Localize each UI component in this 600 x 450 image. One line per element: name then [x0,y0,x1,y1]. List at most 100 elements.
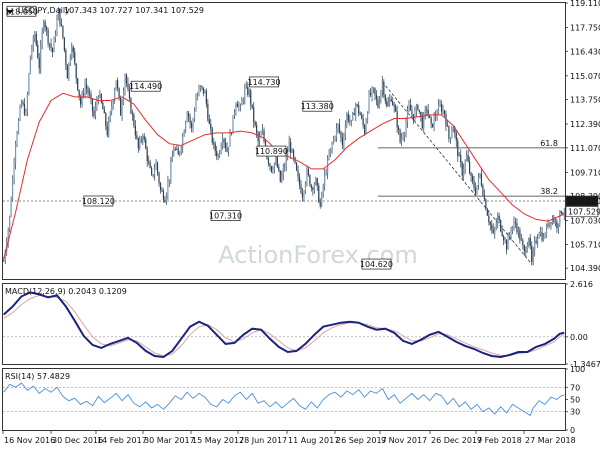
candle-body [473,180,475,189]
candle-body [167,181,169,195]
candle-body [303,191,305,198]
candle-body [201,85,203,88]
candle-body [50,43,52,49]
annotation-box [130,80,161,92]
trendline [382,81,533,265]
candle-body [253,107,255,122]
candle-body [142,136,144,140]
candle-body [433,116,435,127]
annotation-label: 107.310 [209,210,242,221]
candle-body [532,250,534,262]
candle-body [315,178,317,185]
price-panel-frame [2,2,566,280]
candle-body [415,105,417,111]
candle-body [100,94,102,103]
candle-body [226,147,228,152]
price-layer: 61.8 38.2 [3,7,565,266]
candle-body [501,230,503,237]
candle-body [298,176,301,185]
candle-body [176,149,178,150]
candle-body [7,229,9,243]
candle-body [66,65,68,79]
candle-body [48,43,51,45]
candle-body [136,135,138,139]
candle-body [455,133,457,141]
candle-body [72,47,74,53]
candle-body [288,141,290,152]
rsi-line [3,382,565,417]
annotation-text: 113.380 [301,102,334,111]
rsi-layer [3,382,565,417]
candle-body [377,99,379,108]
candle-body [242,99,244,102]
candle-body [165,194,168,203]
candle-body [210,123,212,129]
candle-body [452,127,454,133]
candle-body [480,173,483,186]
candle-body [31,49,33,56]
candle-body [420,111,422,117]
candle-body [548,222,551,227]
candle-body [284,166,286,169]
candle-body [108,120,110,136]
candle-body [483,195,485,200]
candle-body [347,113,349,121]
candle-body [511,226,514,232]
candle-body [384,94,386,102]
candle-body [516,223,518,233]
annotation-text: 110.890 [255,147,288,156]
candle-body [59,8,61,24]
candle-body [190,123,193,128]
candle-body [418,109,420,112]
x-tick-label: 15 May 2017 [192,436,244,445]
macd-panel-frame [2,283,566,365]
candle-body [202,87,204,94]
collapse-arrow-icon[interactable] [6,10,14,14]
candle-body [461,162,463,176]
candle-body [448,126,450,139]
candle-body [492,229,494,233]
candle-body [88,93,91,95]
candle-body [408,104,410,111]
candle-body [81,93,83,105]
candle-body [409,104,412,111]
candle-body [44,21,46,28]
candle-body [454,127,456,134]
candle-body [424,109,426,115]
candle-body [134,125,136,136]
candle-body [54,34,57,39]
candle-body [343,137,345,146]
candle-body [63,37,65,51]
annotation-box [256,145,287,157]
candle-body [386,101,388,107]
candle-body [474,188,477,194]
candle-body [159,183,162,190]
candle-body [503,236,505,241]
macd-tick-label: 2.616 [570,280,593,289]
x-tick-label: 27 Mar 2018 [525,436,576,445]
candle-body [471,176,474,181]
candle-body [185,121,187,132]
candle-body [392,101,394,106]
candle-body [356,104,358,106]
candle-body [340,131,342,138]
candle-body [68,63,70,79]
price-title: USDJPY,Daily [18,6,70,15]
candle-body [368,92,370,113]
candle-body [469,161,471,173]
candle-body [182,136,184,148]
candle-body [161,189,163,192]
candle-body [75,63,77,79]
candle-body [332,137,335,144]
annotation-text: 114.730 [247,78,280,87]
candle-body [183,131,185,137]
candle-body [245,86,247,88]
candle-body [562,213,564,215]
candle-body [520,239,522,241]
candle-body [335,128,338,138]
candle-body [423,114,425,128]
candle-body [102,102,104,110]
candle-body [127,83,129,90]
candle-body [26,94,29,112]
macd-layer [3,291,565,359]
